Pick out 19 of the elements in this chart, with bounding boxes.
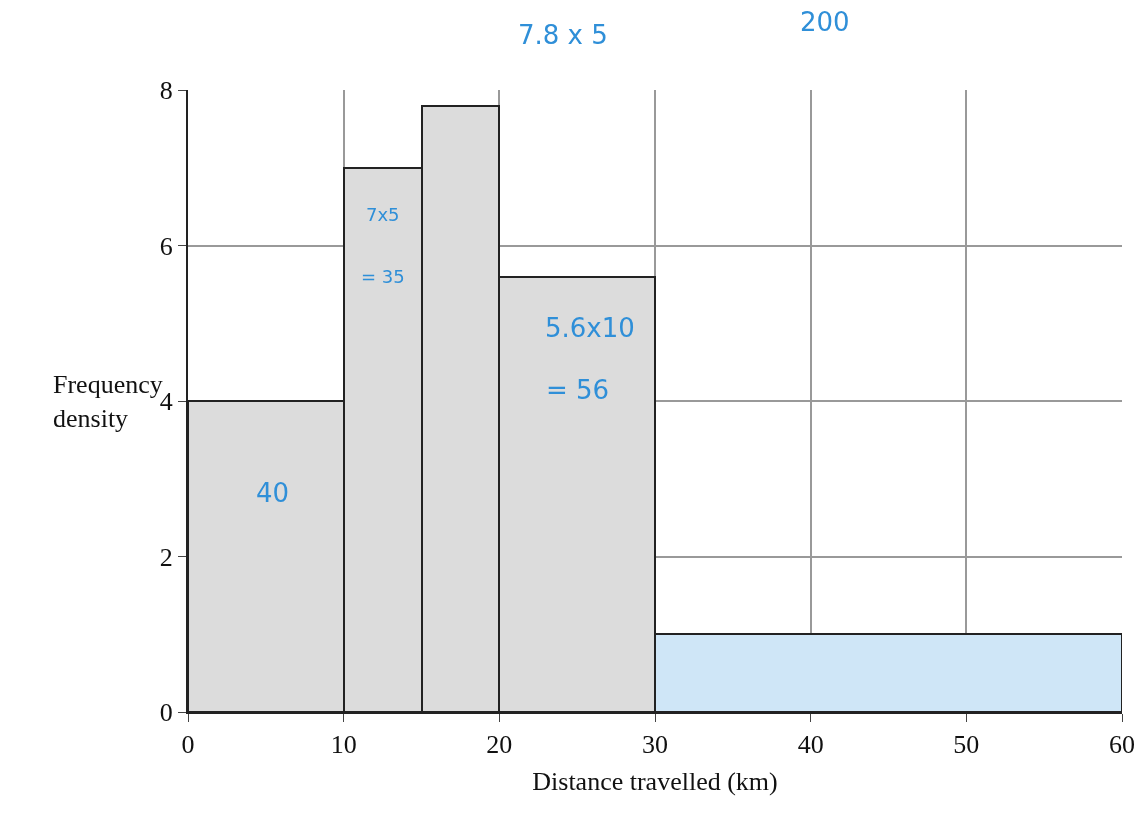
y-tick-label: 0 — [159, 698, 173, 728]
annotation: 7x5 — [366, 204, 400, 225]
annotation: 5.6x10 — [545, 313, 635, 343]
x-tick-label: 40 — [797, 730, 824, 760]
x-tick-label: 20 — [486, 730, 513, 760]
y-tick-label: 6 — [159, 231, 173, 261]
text: 200 — [800, 7, 850, 37]
text: 7.8 x 5 — [518, 20, 608, 50]
x-tick-label: 0 — [181, 730, 195, 760]
annotation: = 35 — [361, 266, 405, 287]
x-axis-title: Distance travelled (km) — [532, 767, 778, 797]
x-tick-label: 30 — [642, 730, 668, 760]
y-tick-label: 2 — [159, 542, 173, 572]
x-tick-label: 10 — [330, 730, 357, 760]
x-tick-label: 60 — [1109, 730, 1135, 760]
y-tick-label: 8 — [159, 76, 173, 106]
annotation: = 56 — [546, 375, 610, 405]
annotation: 40 — [256, 478, 290, 508]
x-tick-label: 50 — [953, 730, 980, 760]
